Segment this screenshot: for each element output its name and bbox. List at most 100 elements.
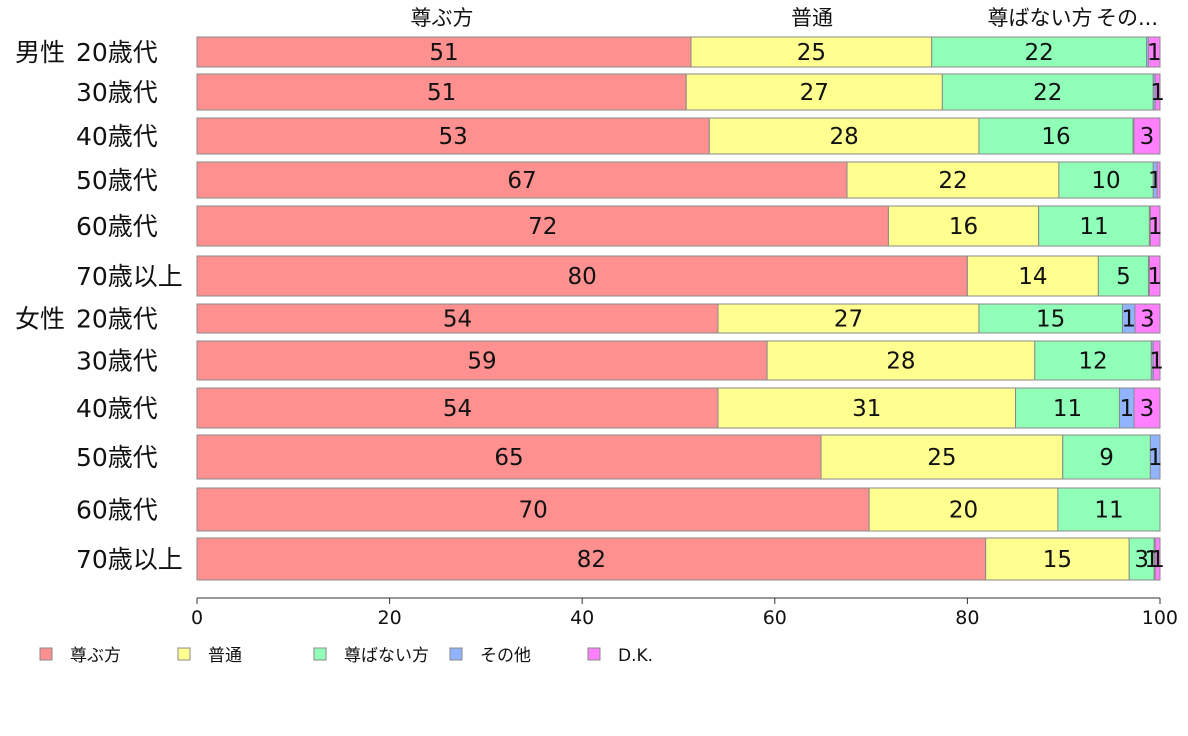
bar-row: 59 28 12 1 (196, 340, 1164, 381)
legend-label: 普通 (208, 646, 242, 666)
bar-segment (978, 303, 1123, 334)
bar-segment (1097, 255, 1149, 297)
category-label: 40歳代 (76, 122, 158, 151)
bar-segment (1156, 161, 1161, 199)
bar-segment (1149, 434, 1161, 480)
bar-segment (196, 537, 987, 581)
data-label: 15 (1043, 547, 1072, 573)
bar-segment (196, 340, 768, 381)
bar-segment (1149, 205, 1161, 247)
legend-swatch (177, 647, 191, 661)
bar-segment (1133, 387, 1161, 429)
data-label: 1 (1149, 349, 1164, 375)
legend-label: その他 (480, 646, 531, 666)
legend-swatch (449, 647, 463, 661)
category-label: 50歳代 (76, 443, 158, 472)
bar-segment (196, 117, 710, 155)
bar-segment (941, 73, 1154, 111)
category-label: 70歳以上 (76, 545, 183, 574)
data-label: 65 (494, 445, 523, 471)
data-label: 54 (443, 307, 472, 333)
data-label: 3 (1140, 124, 1155, 150)
legend-item: D.K. (587, 646, 653, 666)
data-label: 3 (1134, 547, 1149, 573)
bar-segment (1058, 161, 1154, 199)
bar-segment (196, 255, 968, 297)
x-tick-label: 0 (191, 607, 203, 629)
data-label: 1 (1119, 396, 1134, 422)
column-header-labels: 尊ぶ方 普通 尊ばない方 その... (411, 6, 1159, 30)
data-label: 10 (1091, 168, 1120, 194)
data-label: 9 (1099, 445, 1114, 471)
bar-segment (1062, 434, 1151, 480)
bar-segment (887, 205, 1040, 247)
legend-swatch (39, 647, 53, 661)
data-label: 1 (1147, 264, 1162, 290)
data-label: 22 (1025, 40, 1054, 66)
bar-row: 53 28 16 3 (196, 117, 1161, 155)
bar-row: 82 15 3 11 (196, 537, 1165, 581)
data-label: 27 (834, 307, 863, 333)
bar-segment (196, 205, 889, 247)
data-label: 51 (429, 40, 458, 66)
bar-segment (1034, 340, 1152, 381)
data-label: 12 (1078, 349, 1107, 375)
data-label: 25 (927, 445, 956, 471)
data-label: 67 (507, 168, 536, 194)
data-label: 25 (797, 40, 826, 66)
legend: 尊ぶ方 普通 尊ばない方 その他 D.K. (39, 646, 653, 666)
category-label: 70歳以上 (76, 262, 183, 291)
bar-segment (820, 434, 1064, 480)
category-label: 60歳代 (76, 496, 158, 525)
bar-segment (196, 161, 848, 199)
data-label: 27 (800, 80, 829, 106)
category-label: 20歳代 (76, 38, 158, 67)
category-label: 50歳代 (76, 166, 158, 195)
bar-row: 80 14 5 1 (196, 255, 1162, 297)
data-label: 31 (852, 396, 881, 422)
bar-segment (708, 117, 980, 155)
column-header-label: 尊ぶ方 (411, 6, 474, 30)
legend-label: 尊ぶ方 (70, 646, 121, 666)
data-label: 15 (1036, 307, 1065, 333)
bar-row: 51 25 22 1 (196, 36, 1162, 68)
bar-row: 72 16 11 1 (196, 205, 1163, 247)
bar-segment (846, 161, 1060, 199)
bar-segment (196, 434, 822, 480)
bar-segment (196, 303, 719, 334)
legend-item: 尊ばない方 (313, 646, 429, 666)
category-label: 40歳代 (76, 394, 158, 423)
bar-segment (717, 387, 1017, 429)
data-label: 51 (427, 80, 456, 106)
column-header-label: 尊ばない方 (988, 6, 1093, 30)
x-tick-label: 60 (763, 607, 787, 629)
legend-label: D.K. (618, 646, 653, 666)
data-label: 22 (1033, 80, 1062, 106)
bar-segment (1057, 487, 1161, 532)
data-label: 3 (1140, 396, 1155, 422)
legend-item: その他 (449, 646, 531, 666)
data-label: 59 (467, 349, 496, 375)
bar-row: 54 31 11 1 3 (196, 387, 1161, 429)
bar-row: 70 20 11 (196, 487, 1161, 532)
bar-segment (196, 73, 687, 111)
bar-segment (1152, 340, 1161, 381)
bar-segment (766, 340, 1036, 381)
data-label: 70 (518, 498, 547, 524)
data-label: 72 (528, 214, 557, 240)
group-label: 男性 (15, 38, 65, 67)
bar-segment (1134, 303, 1161, 334)
x-tick-label: 40 (570, 607, 594, 629)
data-label: 53 (439, 124, 468, 150)
bar-row: 51 27 22 1 (196, 73, 1165, 111)
data-label: 82 (577, 547, 606, 573)
category-label: 60歳代 (76, 212, 158, 241)
legend-item: 普通 (177, 646, 242, 666)
bar-segment (931, 36, 1148, 68)
data-label: 80 (568, 264, 597, 290)
x-axis: 0 20 40 60 80 100 (191, 597, 1178, 629)
bar-segment (985, 537, 1130, 581)
data-label: 54 (443, 396, 472, 422)
bar-segment (690, 36, 933, 68)
